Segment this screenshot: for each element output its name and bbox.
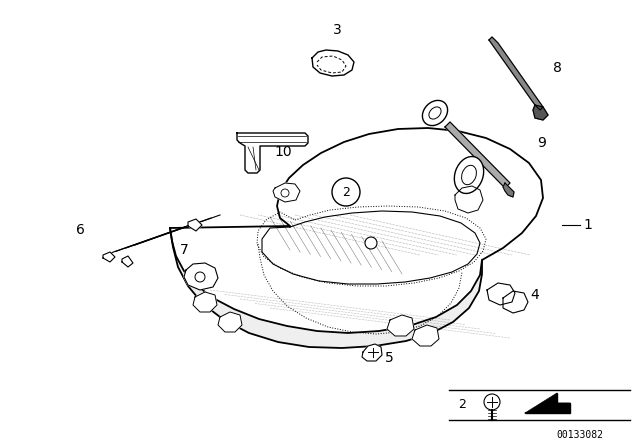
Polygon shape xyxy=(218,312,242,332)
Polygon shape xyxy=(489,37,543,110)
Polygon shape xyxy=(273,183,300,202)
Circle shape xyxy=(332,178,360,206)
Polygon shape xyxy=(525,393,570,413)
Text: 3: 3 xyxy=(333,23,341,37)
Text: 5: 5 xyxy=(385,351,394,365)
Text: 9: 9 xyxy=(537,136,546,150)
Polygon shape xyxy=(362,344,382,361)
Polygon shape xyxy=(487,283,515,305)
Polygon shape xyxy=(237,133,308,173)
Polygon shape xyxy=(184,263,218,290)
Circle shape xyxy=(365,237,377,249)
Text: 6: 6 xyxy=(76,223,84,237)
Polygon shape xyxy=(503,183,514,197)
Polygon shape xyxy=(412,325,439,346)
Polygon shape xyxy=(312,50,354,76)
Ellipse shape xyxy=(454,156,484,194)
Text: 10: 10 xyxy=(274,145,292,159)
Ellipse shape xyxy=(461,165,476,185)
Text: 8: 8 xyxy=(553,61,562,75)
Ellipse shape xyxy=(422,100,447,125)
Ellipse shape xyxy=(429,107,441,119)
Polygon shape xyxy=(455,186,483,213)
Polygon shape xyxy=(170,228,482,348)
Polygon shape xyxy=(170,128,543,333)
Polygon shape xyxy=(122,256,133,267)
Polygon shape xyxy=(503,291,528,313)
Text: 4: 4 xyxy=(530,288,539,302)
Circle shape xyxy=(195,272,205,282)
Polygon shape xyxy=(103,252,115,262)
Text: 7: 7 xyxy=(180,243,189,257)
Circle shape xyxy=(484,394,500,410)
Circle shape xyxy=(281,189,289,197)
Polygon shape xyxy=(387,315,414,336)
Polygon shape xyxy=(193,292,217,312)
Text: 00133082: 00133082 xyxy=(557,430,604,440)
Text: 2: 2 xyxy=(342,185,350,198)
Polygon shape xyxy=(445,122,510,188)
Polygon shape xyxy=(188,219,202,231)
Polygon shape xyxy=(533,105,548,120)
Text: 1: 1 xyxy=(583,218,592,232)
Text: 2: 2 xyxy=(458,399,466,412)
